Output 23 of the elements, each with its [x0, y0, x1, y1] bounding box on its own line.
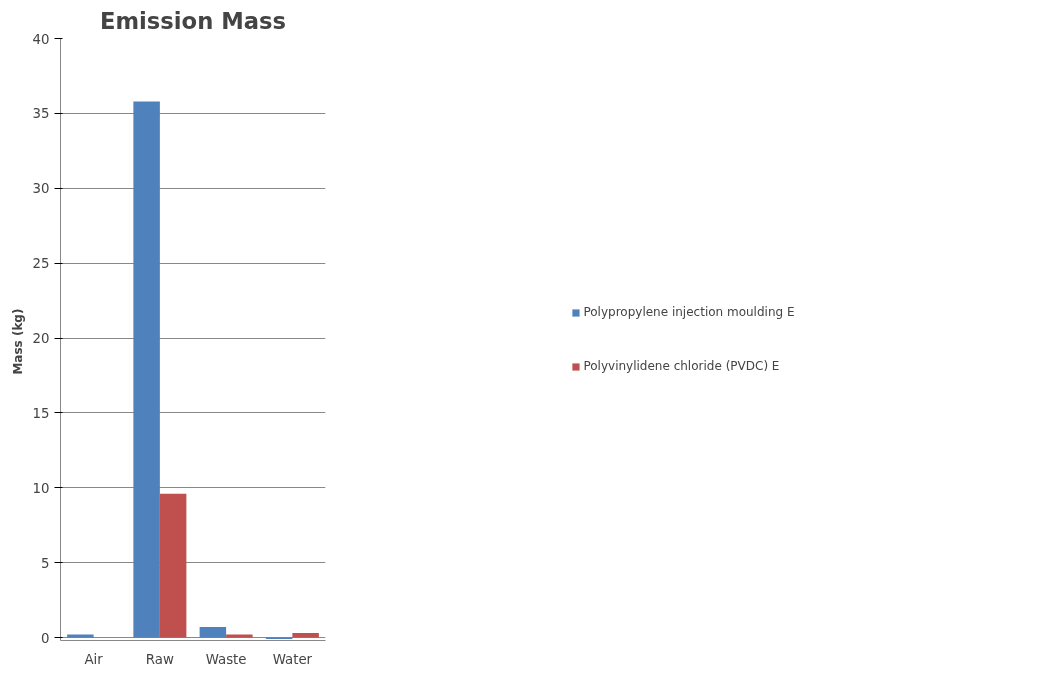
- bar: [226, 634, 253, 638]
- y-tick-label: 10: [32, 480, 50, 496]
- legend-label: Polyvinylidene chloride (PVDC) E: [583, 359, 780, 373]
- y-axis-title: Mass (kg): [10, 308, 25, 375]
- y-tick-label: 25: [32, 256, 50, 272]
- chart-title: Emission Mass: [100, 7, 286, 34]
- y-tick-label: 35: [32, 106, 50, 122]
- y-tick-label: 5: [41, 555, 50, 571]
- y-tick-label: 20: [32, 331, 50, 346]
- bar: [133, 101, 160, 638]
- x-tick-label: Raw: [145, 651, 174, 667]
- bar: [67, 634, 94, 638]
- x-tick-label: Air: [84, 651, 104, 667]
- y-tick-label: 40: [32, 31, 50, 47]
- y-tick-label: 30: [32, 181, 50, 197]
- legend-label: Polypropylene injection moulding E: [583, 305, 795, 319]
- bar: [199, 627, 227, 638]
- x-tick-label: Water: [272, 651, 313, 667]
- bar: [159, 493, 187, 638]
- bar: [292, 633, 319, 638]
- y-tick-label: 15: [32, 405, 50, 421]
- x-tick-label: Waste: [205, 651, 247, 667]
- y-tick-label: 0: [41, 630, 50, 646]
